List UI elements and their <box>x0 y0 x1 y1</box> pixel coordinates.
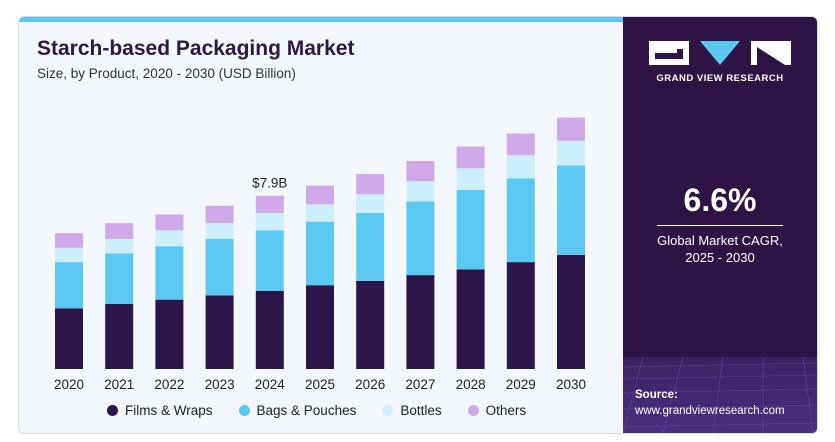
x-tick-label-2029: 2029 <box>506 377 536 392</box>
legend-label-4: Others <box>485 403 527 418</box>
cagr-value: 6.6% <box>683 182 757 218</box>
bar-2024-segment-4 <box>255 195 284 213</box>
cagr-label: Global Market CAGR, 2025 - 2030 <box>623 232 817 266</box>
bar-2030-segment-1 <box>557 254 585 369</box>
bar-2030-segment-3 <box>557 140 585 166</box>
bar-2027-segment-3 <box>406 181 435 202</box>
legend-entry-3: Bottles <box>382 403 442 418</box>
chart-title: Starch-based Packaging Market <box>37 37 355 60</box>
bar-2022-segment-2 <box>155 246 184 300</box>
legend-entry-1: Films & Wraps <box>107 403 213 418</box>
legend-label-1: Films & Wraps <box>125 403 213 418</box>
legend-swatch-4 <box>467 405 479 416</box>
bar-2021-segment-2 <box>105 253 134 304</box>
bar-2020-segment-4 <box>55 233 83 248</box>
bar-2024-segment-2 <box>255 230 284 291</box>
bar-2030-segment-4 <box>557 117 585 141</box>
x-tick-label-2028: 2028 <box>456 377 486 392</box>
bar-2023-segment-4 <box>205 205 234 224</box>
bar-2021-segment-1 <box>105 304 134 369</box>
bar-2028-segment-1 <box>456 269 485 369</box>
bar-2028-segment-4 <box>456 146 485 169</box>
bar-2023-segment-1 <box>205 295 234 369</box>
legend-entry-2: Bags & Pouches <box>238 403 357 418</box>
cagr-label-line2: 2025 - 2030 <box>685 250 755 265</box>
brand-name: GRAND VIEW RESEARCH <box>656 73 784 84</box>
x-tick-label-2022: 2022 <box>154 377 184 392</box>
bar-2026-segment-4 <box>356 174 385 195</box>
bar-2027-segment-2 <box>406 201 435 276</box>
legend-swatch-1 <box>107 405 118 416</box>
gvr-logo-icon <box>649 41 791 65</box>
legend-swatch-3 <box>382 405 394 416</box>
bar-2024-segment-3 <box>255 213 284 231</box>
x-tick-label-2030: 2030 <box>556 377 586 392</box>
legend-label-2: Bags & Pouches <box>256 403 357 418</box>
x-tick-label-2020: 2020 <box>54 377 84 392</box>
footer-grid-decoration <box>623 357 817 433</box>
bar-2020-segment-1 <box>55 308 83 369</box>
bar-2026-segment-1 <box>356 280 385 369</box>
legend-label-3: Bottles <box>400 403 442 418</box>
bar-2025-segment-1 <box>306 285 334 369</box>
x-tick-label-2025: 2025 <box>305 377 335 392</box>
bar-2028-segment-2 <box>456 189 485 270</box>
bar-2022-segment-4 <box>155 214 184 231</box>
bar-2027-segment-4 <box>406 161 435 182</box>
bar-2027-segment-1 <box>406 275 435 369</box>
bar-2029-segment-2 <box>506 178 535 263</box>
chart-subtitle: Size, by Product, 2020 - 2030 (USD Billi… <box>37 66 296 81</box>
bar-2029-segment-3 <box>506 155 535 179</box>
bar-2029-segment-1 <box>506 262 535 369</box>
source-label: Source: <box>635 389 678 401</box>
source-link[interactable]: www.grandviewresearch.com <box>635 405 785 417</box>
legend-entry-4: Others <box>467 403 527 418</box>
bar-2026-segment-2 <box>356 213 385 281</box>
legend-swatch-2 <box>238 405 250 416</box>
cagr-label-line1: Global Market CAGR, <box>657 233 783 248</box>
infographic-card: Starch-based Packaging Market Size, by P… <box>18 16 818 434</box>
x-tick-label-2026: 2026 <box>355 377 385 392</box>
bar-2021-segment-3 <box>105 239 134 254</box>
x-tick-label-2027: 2027 <box>405 377 435 392</box>
stacked-bar-chart: 2020 2021 2022 2023 2024 $7.9B 2025 2026 2027 202… <box>54 117 586 392</box>
bar-2030-segment-2 <box>557 165 585 255</box>
bar-2023-segment-2 <box>205 239 234 296</box>
brand-panel: GRAND VIEW RESEARCH 6.6% Global Market C… <box>623 17 817 433</box>
x-tick-label-2021: 2021 <box>104 377 134 392</box>
bar-2024-segment-1 <box>255 291 284 369</box>
bar-2020-segment-2 <box>55 262 83 309</box>
x-tick-label-2024: 2024 <box>255 377 286 392</box>
bar-2028-segment-3 <box>456 168 485 190</box>
divider <box>657 225 783 226</box>
source-footer: Source: www.grandviewresearch.com <box>623 357 817 433</box>
bar-2025-segment-3 <box>306 204 334 222</box>
accent-bar <box>19 17 623 22</box>
bar-2029-segment-4 <box>506 133 535 156</box>
bar-2022-segment-3 <box>155 230 184 247</box>
x-tick-label-2023: 2023 <box>205 377 235 392</box>
bar-2023-segment-3 <box>205 223 234 239</box>
chart-legend: Films & Wraps Bags & Pouches Bottles Others <box>107 403 526 418</box>
bar-2026-segment-3 <box>356 194 385 213</box>
bar-2022-segment-1 <box>155 299 184 369</box>
bar-2020-segment-3 <box>55 247 83 263</box>
chart-panel: Starch-based Packaging Market Size, by P… <box>19 22 623 433</box>
bar-2025-segment-2 <box>306 221 334 286</box>
bar-2025-segment-4 <box>306 185 334 205</box>
data-label-2024: $7.9B <box>252 176 287 191</box>
bar-2021-segment-4 <box>105 223 134 239</box>
